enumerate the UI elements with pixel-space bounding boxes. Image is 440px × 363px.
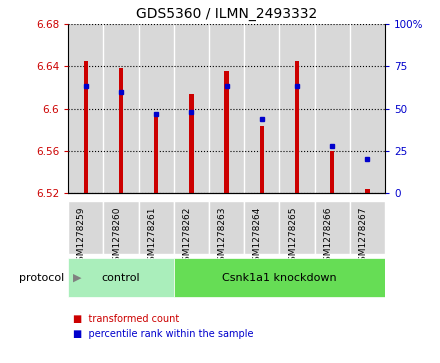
- Text: GSM1278263: GSM1278263: [218, 207, 227, 267]
- Text: GSM1278265: GSM1278265: [288, 207, 297, 267]
- Text: GSM1278267: GSM1278267: [359, 207, 367, 267]
- Bar: [279, 201, 315, 254]
- Bar: [244, 201, 279, 254]
- Bar: [103, 201, 139, 254]
- Bar: [139, 24, 174, 193]
- Bar: [330, 151, 334, 193]
- Bar: [279, 24, 315, 193]
- Text: ■  percentile rank within the sample: ■ percentile rank within the sample: [73, 329, 253, 339]
- Text: GSM1278260: GSM1278260: [112, 207, 121, 267]
- Bar: [68, 24, 103, 193]
- Bar: [365, 189, 370, 193]
- Bar: [209, 24, 244, 193]
- Text: GSM1278266: GSM1278266: [323, 207, 332, 267]
- Text: GSM1278262: GSM1278262: [183, 207, 191, 267]
- Text: ■  transformed count: ■ transformed count: [73, 314, 179, 325]
- Text: ▶: ▶: [73, 273, 81, 283]
- Bar: [174, 24, 209, 193]
- Text: Csnk1a1 knockdown: Csnk1a1 knockdown: [222, 273, 337, 283]
- Text: GSM1278261: GSM1278261: [147, 207, 156, 267]
- Title: GDS5360 / ILMN_2493332: GDS5360 / ILMN_2493332: [136, 7, 317, 21]
- Bar: [154, 115, 158, 193]
- Bar: [244, 24, 279, 193]
- Text: protocol: protocol: [18, 273, 64, 283]
- Bar: [350, 24, 385, 193]
- Bar: [209, 201, 244, 254]
- Text: GSM1278259: GSM1278259: [77, 207, 86, 267]
- Bar: [103, 24, 139, 193]
- Bar: [315, 24, 350, 193]
- Bar: [315, 201, 350, 254]
- Text: GSM1278264: GSM1278264: [253, 207, 262, 267]
- Bar: [350, 201, 385, 254]
- Bar: [224, 72, 229, 193]
- Bar: [119, 68, 123, 193]
- Bar: [260, 126, 264, 193]
- Bar: [189, 94, 194, 193]
- Bar: [174, 201, 209, 254]
- Bar: [84, 61, 88, 193]
- Bar: [174, 258, 385, 297]
- Bar: [139, 201, 174, 254]
- Bar: [295, 61, 299, 193]
- Bar: [68, 258, 174, 297]
- Bar: [68, 201, 103, 254]
- Text: control: control: [102, 273, 140, 283]
